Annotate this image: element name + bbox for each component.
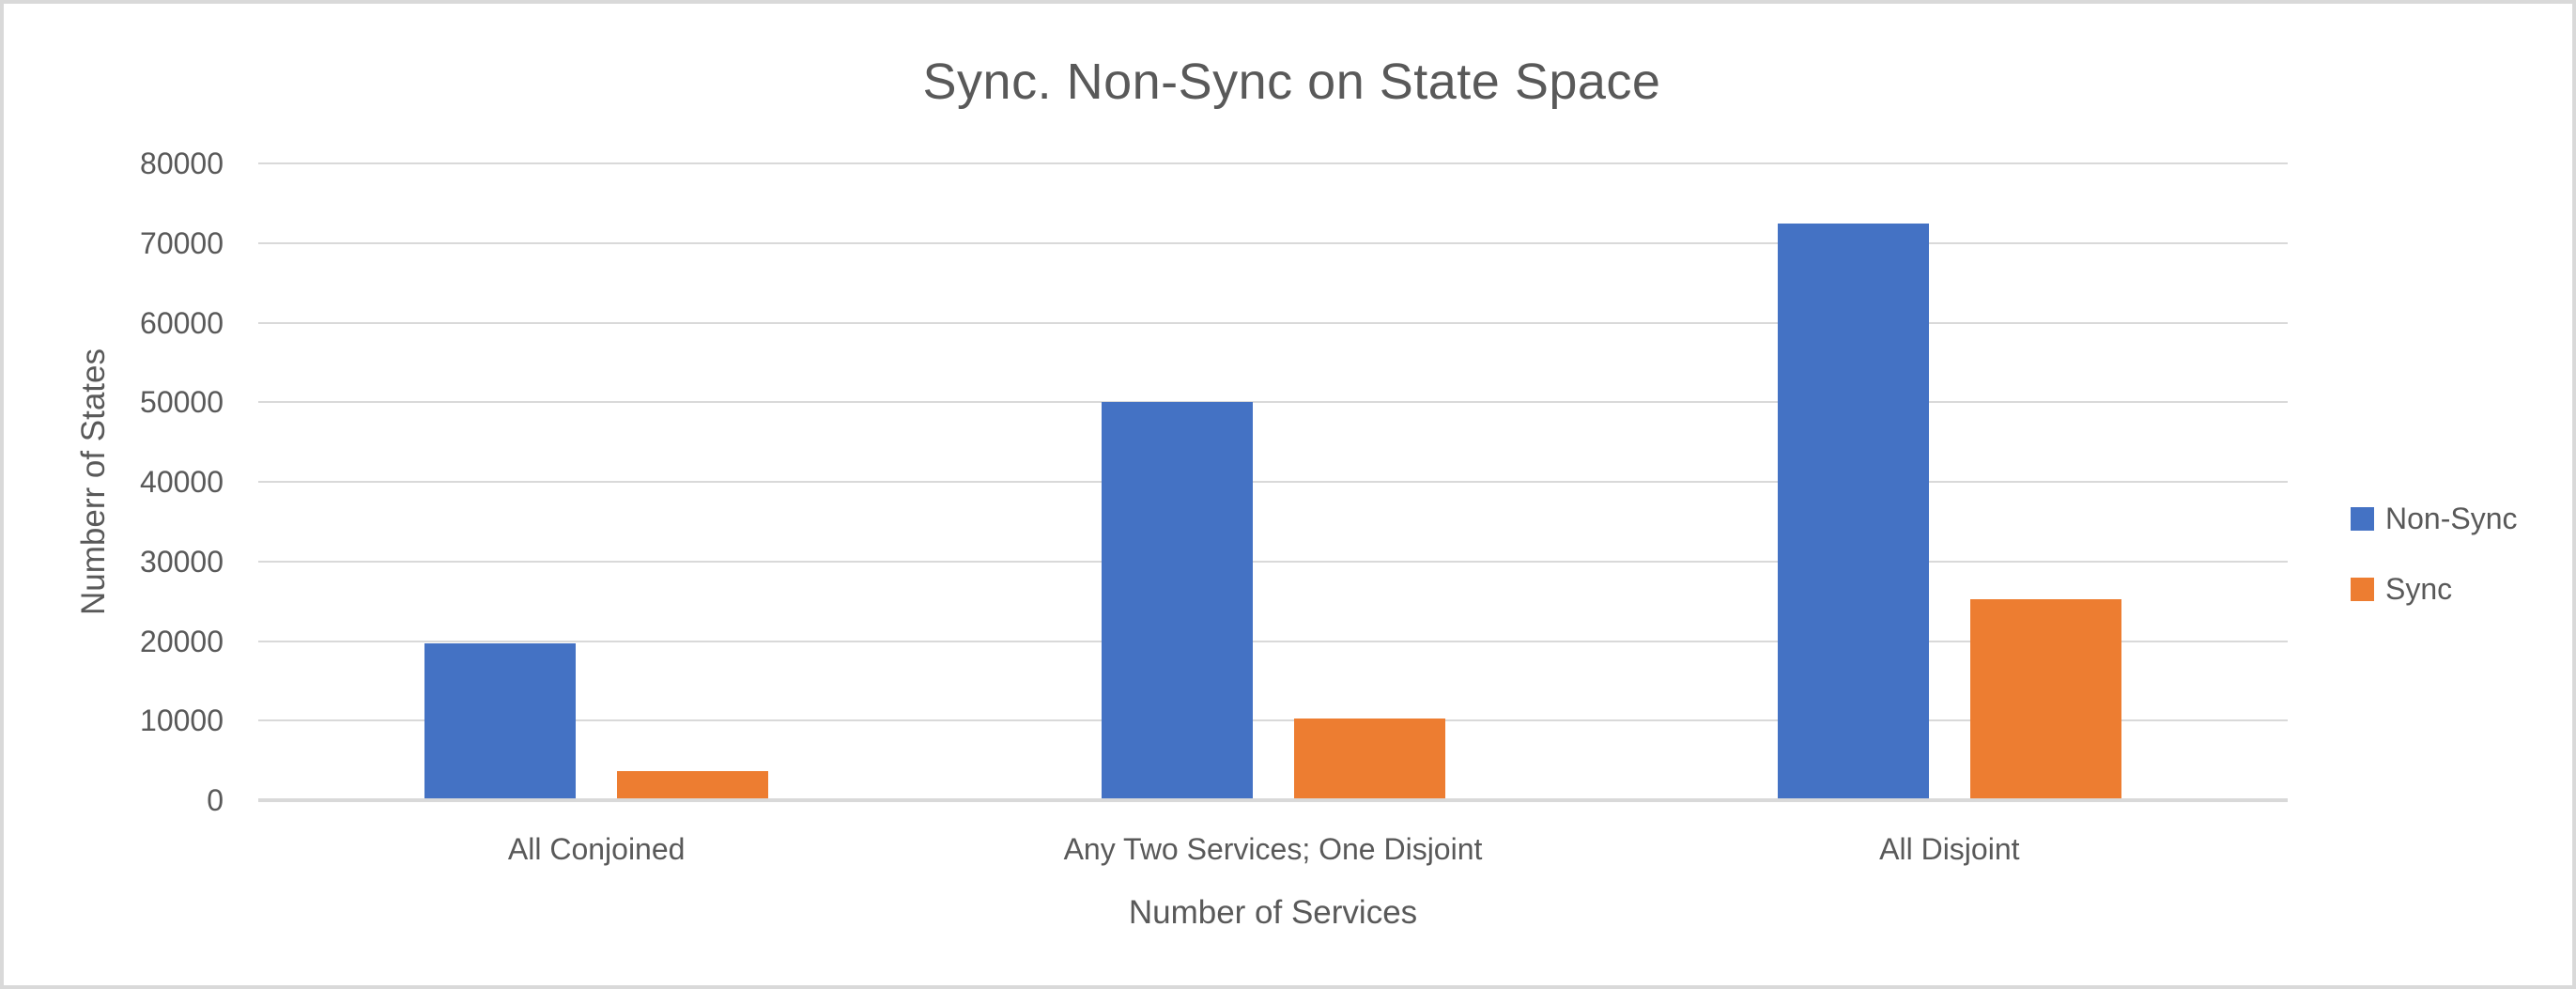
plot-area xyxy=(258,162,2288,802)
gridline-40000 xyxy=(258,481,2288,483)
bar-non-sync-1 xyxy=(424,643,577,800)
bar-sync-1 xyxy=(617,770,769,800)
y-tick-label-30000: 30000 xyxy=(140,544,224,579)
gridline-70000 xyxy=(258,241,2288,244)
x-axis-title: Number of Services xyxy=(1128,894,1418,931)
legend-swatch-sync xyxy=(2351,577,2374,601)
y-tick-label-50000: 50000 xyxy=(140,385,224,420)
y-tick-label-40000: 40000 xyxy=(140,465,224,499)
bar-sync-3 xyxy=(1969,599,2121,800)
gridline-50000 xyxy=(258,401,2288,404)
y-tick-label-0: 0 xyxy=(207,783,224,817)
gridline-80000 xyxy=(258,162,2288,164)
legend-item-label: Sync xyxy=(2385,571,2453,606)
chart-title: Sync. Non-Sync on State Space xyxy=(922,54,1661,110)
bar-sync-2 xyxy=(1293,718,1445,800)
gridline-30000 xyxy=(258,560,2288,563)
legend-swatch-non-sync xyxy=(2351,506,2374,531)
category-label-3: All Disjoint xyxy=(1879,832,2020,866)
category-label-1: All Conjoined xyxy=(507,832,686,866)
gridline-60000 xyxy=(258,321,2288,324)
bar-non-sync-3 xyxy=(1777,223,1929,800)
legend: Non-Sync Sync xyxy=(2351,502,2518,643)
y-tick-label-10000: 10000 xyxy=(140,703,224,738)
y-tick-label-60000: 60000 xyxy=(140,305,224,340)
y-tick-label-80000: 80000 xyxy=(140,147,224,180)
legend-item-sync: Sync xyxy=(2351,571,2518,606)
legend-item-non-sync: Non-Sync xyxy=(2351,501,2518,535)
y-axis-tick-labels: 0 10000 20000 30000 40000 50000 60000 70000 8000… xyxy=(4,147,224,816)
y-tick-label-20000: 20000 xyxy=(140,624,224,658)
gridline-10000 xyxy=(258,719,2288,722)
y-tick-label-70000: 70000 xyxy=(140,225,224,260)
category-label-2: Any Two Services; One Disjoint xyxy=(1063,832,1483,866)
gridline-20000 xyxy=(258,640,2288,642)
bar-non-sync-2 xyxy=(1101,402,1253,800)
x-axis-line xyxy=(258,798,2288,802)
legend-item-label: Non-Sync xyxy=(2385,501,2518,535)
x-axis-category-labels: All Conjoined Any Two Services; One Disjo… xyxy=(258,830,2288,872)
